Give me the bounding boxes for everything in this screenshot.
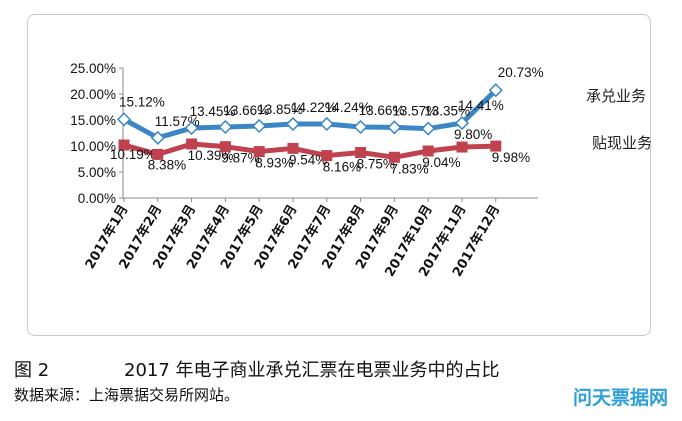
data-label-acceptance: 13.66% (223, 103, 269, 118)
y-tick-label: 20.00% (70, 87, 116, 102)
data-point-acceptance (184, 120, 199, 136)
legend-discount: 贴现业务 (592, 134, 652, 152)
data-label-discount: 9.80% (454, 127, 492, 142)
data-label-acceptance: 14.41% (458, 98, 504, 113)
data-point-acceptance (218, 119, 233, 135)
figure-number: 图 2 (14, 360, 50, 381)
data-point-discount (152, 148, 164, 160)
data-label-discount: 10.19% (110, 147, 156, 162)
data-label-acceptance: 14.22% (291, 100, 337, 115)
data-label-acceptance: 13.35% (424, 104, 470, 119)
data-point-discount (490, 140, 502, 152)
data-point-discount (422, 145, 434, 157)
data-label-acceptance: 20.73% (498, 65, 544, 80)
data-point-discount (219, 141, 231, 153)
data-point-acceptance (488, 83, 503, 98)
watermark-logo: 问天票据网 (572, 387, 668, 409)
data-point-acceptance (387, 120, 402, 135)
data-point-discount (253, 146, 265, 158)
data-point-discount (388, 151, 400, 163)
data-label-discount: 7.83% (390, 161, 428, 176)
data-point-discount (355, 147, 367, 158)
y-tick-label: 0.00% (78, 191, 116, 206)
y-tick-label: 10.00% (70, 139, 116, 154)
data-point-acceptance (421, 121, 436, 136)
data-label-discount: 9.87% (221, 151, 259, 166)
data-label-discount: 9.54% (289, 152, 327, 167)
data-label-acceptance: 13.45% (190, 104, 236, 119)
data-label-discount: 9.04% (422, 155, 460, 170)
data-label-discount: 8.38% (148, 157, 186, 172)
data-point-acceptance (285, 116, 301, 132)
data-point-discount (321, 150, 333, 162)
y-tick-label: 5.00% (78, 165, 116, 180)
line-chart: 0.00%5.00%10.00%15.00%20.00%25.00%2017年1… (70, 61, 652, 280)
data-label-discount: 8.93% (255, 156, 293, 171)
figure-title: 2017 年电子商业承兑汇票在电票业务中的占比 (124, 360, 500, 381)
figure-caption: 图 2 2017 年电子商业承兑汇票在电票业务中的占比 (14, 356, 500, 382)
data-label-discount: 9.98% (492, 150, 530, 165)
data-point-acceptance (319, 116, 334, 132)
data-label-acceptance: 13.57% (392, 103, 438, 118)
y-tick-label: 25.00% (70, 61, 116, 76)
data-point-acceptance (150, 130, 165, 145)
data-point-acceptance (353, 119, 368, 135)
data-label-acceptance: 14.24% (325, 100, 371, 115)
y-tick-label: 15.00% (70, 113, 116, 128)
legend-acceptance: 承兑业务 (586, 87, 646, 105)
source-note: 数据来源：上海票据交易所网站。 (14, 386, 240, 404)
data-point-discount (186, 138, 198, 150)
data-label-acceptance: 15.12% (119, 94, 165, 109)
data-point-acceptance (252, 118, 267, 134)
data-point-discount (456, 141, 468, 153)
data-point-discount (118, 139, 130, 151)
data-label-acceptance: 13.85% (257, 102, 303, 117)
data-label-discount: 8.75% (357, 157, 395, 172)
chart-frame: 0.00% 5.00% 10.00% 15.00% 20.00% 25.00% 2017年1… (27, 14, 652, 336)
data-point-acceptance (116, 112, 132, 127)
data-label-discount: 8.16% (323, 160, 361, 175)
data-point-discount (287, 142, 299, 154)
data-label-acceptance: 13.66% (359, 103, 405, 118)
series-line-discount (123, 141, 496, 160)
data-point-acceptance (454, 116, 470, 131)
